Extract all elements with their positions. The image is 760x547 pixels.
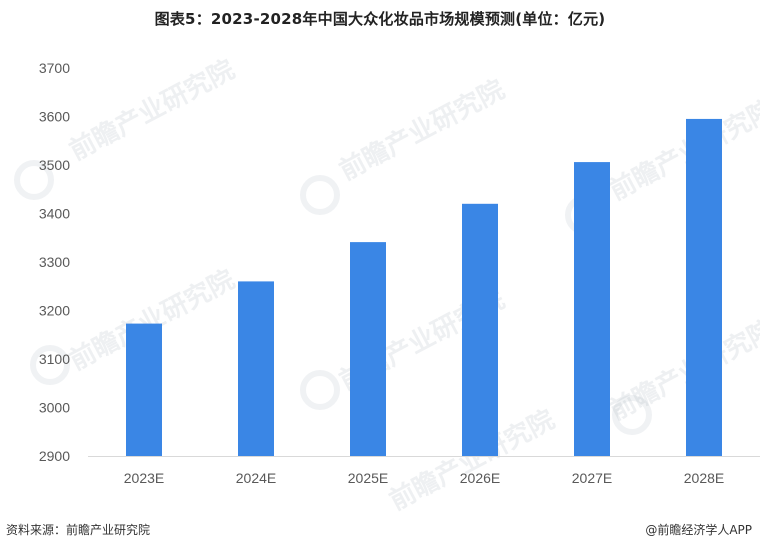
x-axis-ticks: 2023E 2024E 2025E 2026E 2027E 2028E [124, 470, 724, 486]
y-tick-label: 3000 [39, 400, 70, 416]
x-tick-label: 2025E [348, 470, 388, 486]
y-tick-label: 3300 [39, 254, 70, 270]
y-axis-ticks: 2900 3000 3100 3200 3300 3400 3500 3600 3700 [39, 60, 70, 464]
app-credit: @前瞻经济学人APP [645, 523, 752, 537]
bar-2027E [574, 162, 610, 456]
bar-chart: 2900 3000 3100 3200 3300 3400 3500 3600 3700 202… [39, 60, 760, 486]
bar-2028E [686, 118, 722, 457]
x-tick-label: 2026E [460, 470, 500, 486]
x-tick-label: 2027E [572, 470, 612, 486]
y-tick-label: 3400 [39, 206, 70, 222]
y-tick-label: 2900 [39, 448, 70, 464]
x-tick-label: 2023E [124, 470, 164, 486]
source-text: 资料来源：前瞻产业研究院 [6, 523, 151, 537]
x-tick-label: 2024E [236, 470, 276, 486]
bar-2025E [350, 242, 386, 456]
y-tick-label: 3700 [39, 60, 70, 76]
y-tick-label: 3200 [39, 303, 70, 319]
footer: 资料来源：前瞻产业研究院 @前瞻经济学人APP [0, 515, 760, 547]
bar-2026E [462, 203, 498, 456]
bar-2024E [238, 281, 274, 456]
bars [126, 118, 722, 457]
chart-title: 图表5：2023-2028年中国大众化妆品市场规模预测(单位：亿元) [154, 10, 606, 28]
x-tick-label: 2028E [684, 470, 724, 486]
y-tick-label: 3600 [39, 109, 70, 125]
y-tick-label: 3500 [39, 157, 70, 173]
y-tick-label: 3100 [39, 351, 70, 367]
bar-2023E [126, 323, 162, 456]
